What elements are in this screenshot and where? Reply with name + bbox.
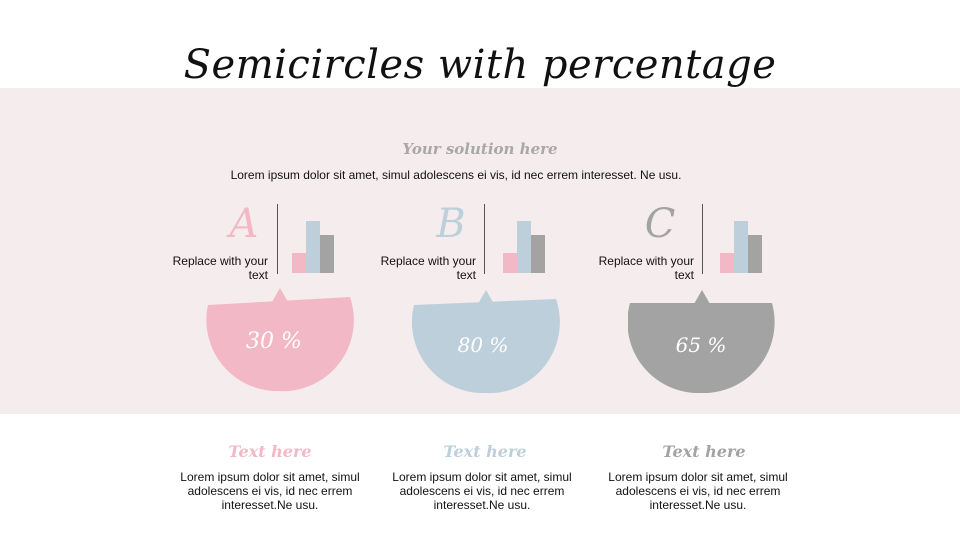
item-c-bar-icon (720, 221, 762, 273)
slide-title: Semicircles with percentage (183, 42, 777, 88)
item-b-heading: Text here (443, 442, 527, 461)
item-c-body: Lorem ipsum dolor sit amet, simul adoles… (608, 470, 788, 512)
item-a-bar-icon (292, 221, 334, 273)
item-a-label: Replace with your text (172, 254, 268, 282)
item-b: B Replace with your text 80 % Text here … (381, 0, 585, 540)
item-b-bar-icon (503, 221, 545, 273)
item-b-pointer (478, 290, 494, 304)
item-b-divider (484, 204, 485, 274)
item-c-semicircle (628, 303, 775, 394)
item-a: A Replace with your text 30 % Text here … (173, 0, 380, 540)
item-b-percent: 80 % (457, 333, 509, 357)
item-b-label: Replace with your text (380, 254, 476, 282)
item-c-pointer (694, 290, 710, 304)
item-b-body: Lorem ipsum dolor sit amet, simul adoles… (392, 470, 572, 512)
item-a-pointer (272, 288, 288, 302)
item-c: C Replace with your text 65 % Text here … (599, 0, 800, 540)
item-c-divider (702, 204, 703, 274)
item-a-semicircle (206, 297, 354, 392)
item-a-heading: Text here (228, 442, 312, 461)
item-a-body: Lorem ipsum dolor sit amet, simul adoles… (180, 470, 360, 512)
item-c-percent: 65 % (675, 333, 727, 357)
slide-subtitle: Your solution here (402, 140, 558, 158)
intro-text: Lorem ipsum dolor sit amet, simul adoles… (230, 168, 682, 182)
item-a-percent: 30 % (246, 329, 302, 354)
item-b-semicircle (412, 299, 560, 394)
item-b-letter: B (436, 201, 466, 247)
item-a-letter: A (229, 201, 259, 247)
item-c-letter: C (644, 201, 676, 247)
item-a-divider (277, 204, 278, 274)
item-c-heading: Text here (662, 442, 746, 461)
item-c-label: Replace with your text (598, 254, 694, 282)
